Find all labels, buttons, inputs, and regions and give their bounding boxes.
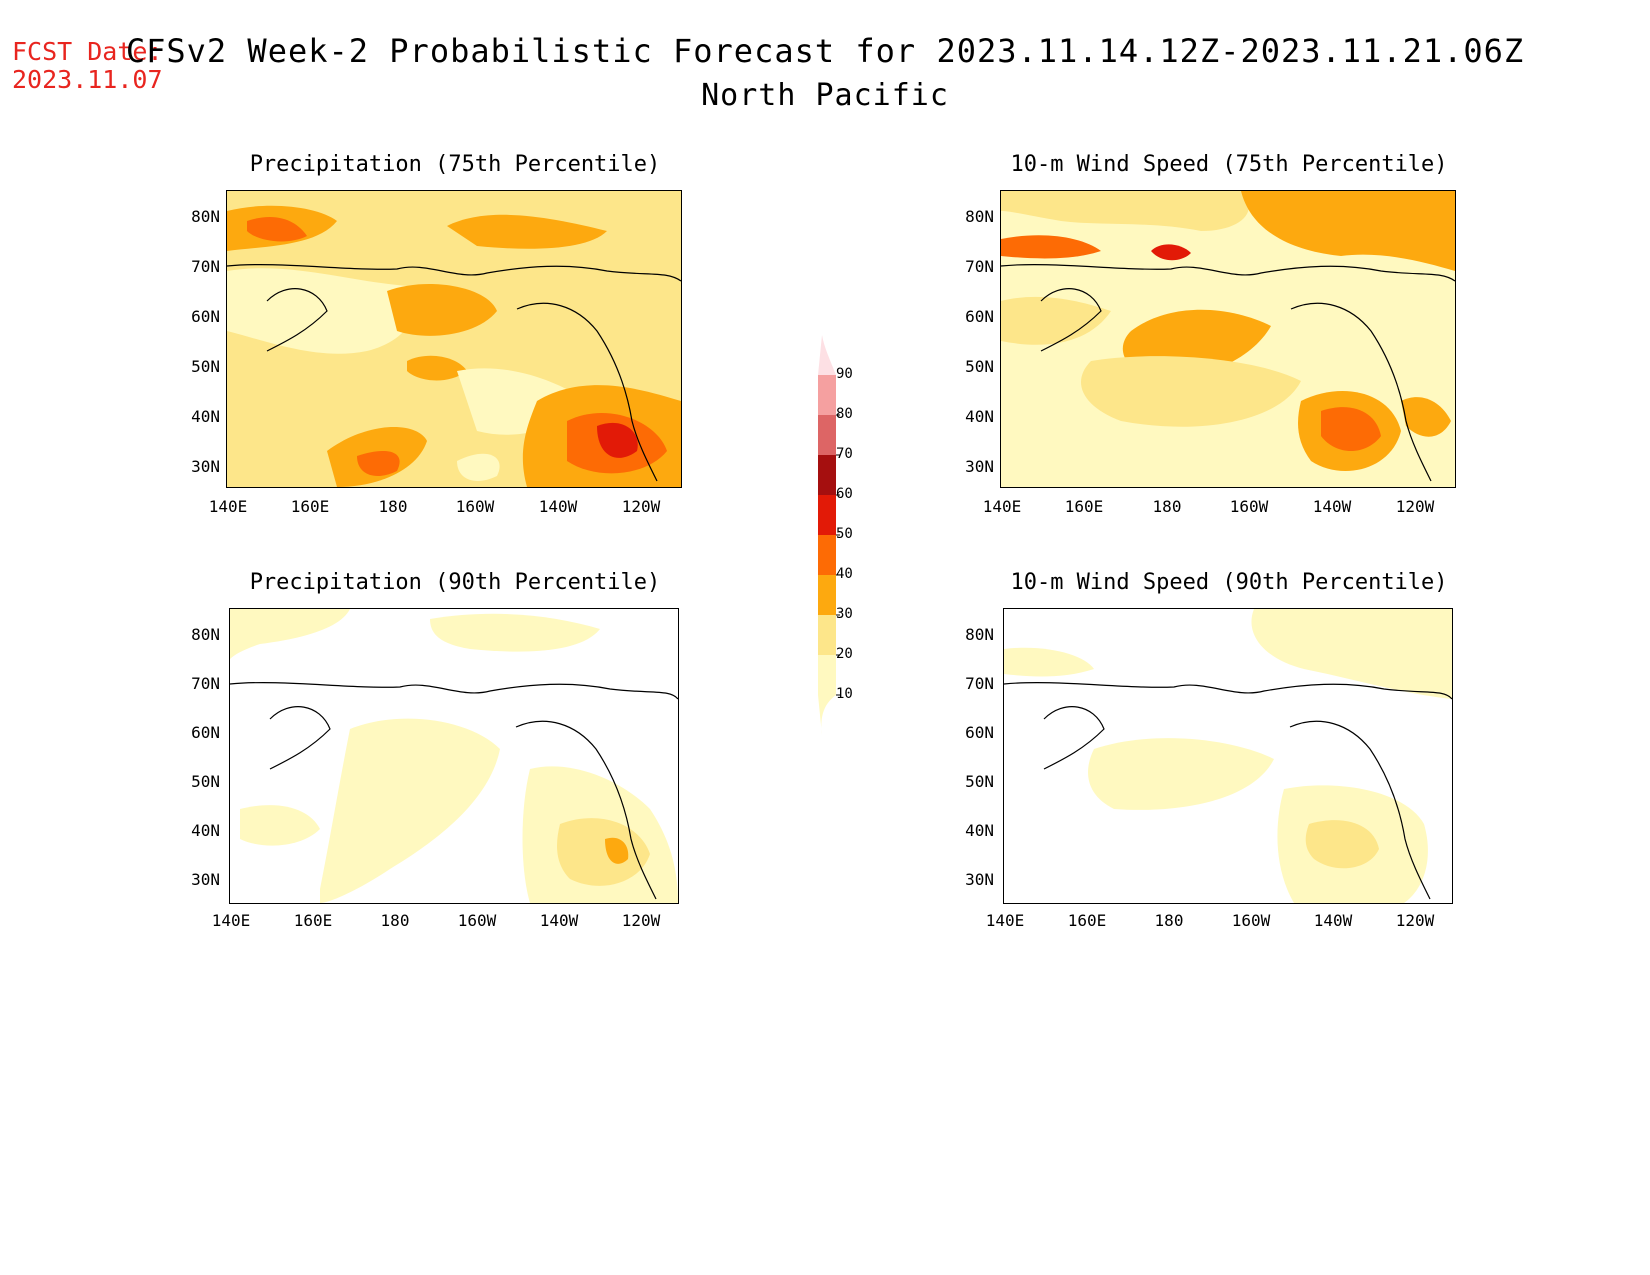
colorbar-label: 20 <box>836 646 853 662</box>
map-precip90 <box>229 608 679 904</box>
lon-label: 160E <box>290 497 330 516</box>
lon-label: 160W <box>1231 911 1271 930</box>
panel-title-wind90: 10-m Wind Speed (90th Percentile) <box>1010 570 1448 595</box>
lon-label: 140E <box>982 497 1022 516</box>
lat-label: 60N <box>965 307 994 326</box>
lat-label: 50N <box>191 772 220 791</box>
lon-label: 140E <box>208 497 248 516</box>
lon-label: 160W <box>455 497 495 516</box>
map-precip75 <box>226 190 682 488</box>
lon-label: 180 <box>380 911 410 930</box>
lat-label: 70N <box>191 257 220 276</box>
lon-label: 140E <box>211 911 251 930</box>
lat-label: 30N <box>191 457 220 476</box>
lon-label: 160E <box>1064 497 1104 516</box>
colorbar-label: 60 <box>836 486 853 502</box>
lat-label: 60N <box>191 723 220 742</box>
lon-label: 120W <box>1395 497 1435 516</box>
lat-label: 50N <box>191 357 220 376</box>
lon-label: 180 <box>1154 911 1184 930</box>
lat-label: 30N <box>965 457 994 476</box>
lat-label: 80N <box>191 207 220 226</box>
lat-label: 80N <box>191 625 220 644</box>
colorbar-tip-bottom <box>818 695 836 735</box>
colorbar-label: 80 <box>836 406 853 422</box>
lat-label: 60N <box>191 307 220 326</box>
lat-label: 40N <box>965 407 994 426</box>
lon-label: 140W <box>1312 497 1352 516</box>
colorbar-tip-top <box>818 335 836 375</box>
lon-label: 120W <box>621 497 661 516</box>
colorbar-swatch <box>818 535 836 575</box>
lat-label: 40N <box>191 407 220 426</box>
colorbar-swatch <box>818 495 836 535</box>
map-wind75 <box>1000 190 1456 488</box>
lat-label: 70N <box>965 674 994 693</box>
lat-label: 80N <box>965 625 994 644</box>
lat-label: 40N <box>965 821 994 840</box>
fcst-date-label: FCST Date: <box>12 37 163 66</box>
colorbar-swatch <box>818 415 836 455</box>
colorbar-label: 10 <box>836 686 853 702</box>
lat-label: 40N <box>191 821 220 840</box>
panel-title-precip75: Precipitation (75th Percentile) <box>249 152 661 177</box>
fcst-date-block: FCST Date: 2023.11.07 <box>12 38 163 94</box>
lon-label: 160E <box>1067 911 1107 930</box>
lon-label: 140W <box>539 911 579 930</box>
colorbar-label: 30 <box>836 606 853 622</box>
lat-label: 70N <box>965 257 994 276</box>
colorbar-swatch <box>818 615 836 655</box>
lon-label: 160W <box>1229 497 1269 516</box>
lon-label: 140E <box>985 911 1025 930</box>
lat-label: 30N <box>191 870 220 889</box>
lat-label: 70N <box>191 674 220 693</box>
colorbar-swatch <box>818 655 836 695</box>
colorbar-swatch <box>818 575 836 615</box>
lon-label: 160W <box>457 911 497 930</box>
lon-label: 120W <box>1395 911 1435 930</box>
colorbar-label: 70 <box>836 446 853 462</box>
lon-label: 120W <box>621 911 661 930</box>
panel-title-wind75: 10-m Wind Speed (75th Percentile) <box>1010 152 1448 177</box>
page-title: CFSv2 Week-2 Probabilistic Forecast for … <box>125 32 1525 70</box>
lat-label: 80N <box>965 207 994 226</box>
panel-title-precip90: Precipitation (90th Percentile) <box>249 570 661 595</box>
fcst-date-value: 2023.11.07 <box>12 65 163 94</box>
lon-label: 140W <box>538 497 578 516</box>
colorbar <box>810 335 900 735</box>
colorbar-label: 90 <box>836 366 853 382</box>
colorbar-swatch <box>818 455 836 495</box>
region-subtitle: North Pacific <box>701 78 949 113</box>
map-wind90 <box>1003 608 1453 904</box>
lat-label: 60N <box>965 723 994 742</box>
colorbar-label: 50 <box>836 526 853 542</box>
lon-label: 180 <box>378 497 408 516</box>
lat-label: 50N <box>965 357 994 376</box>
colorbar-swatch <box>818 375 836 415</box>
lat-label: 50N <box>965 772 994 791</box>
colorbar-label: 40 <box>836 566 853 582</box>
lat-label: 30N <box>965 870 994 889</box>
lon-label: 180 <box>1152 497 1182 516</box>
lon-label: 140W <box>1313 911 1353 930</box>
lon-label: 160E <box>293 911 333 930</box>
